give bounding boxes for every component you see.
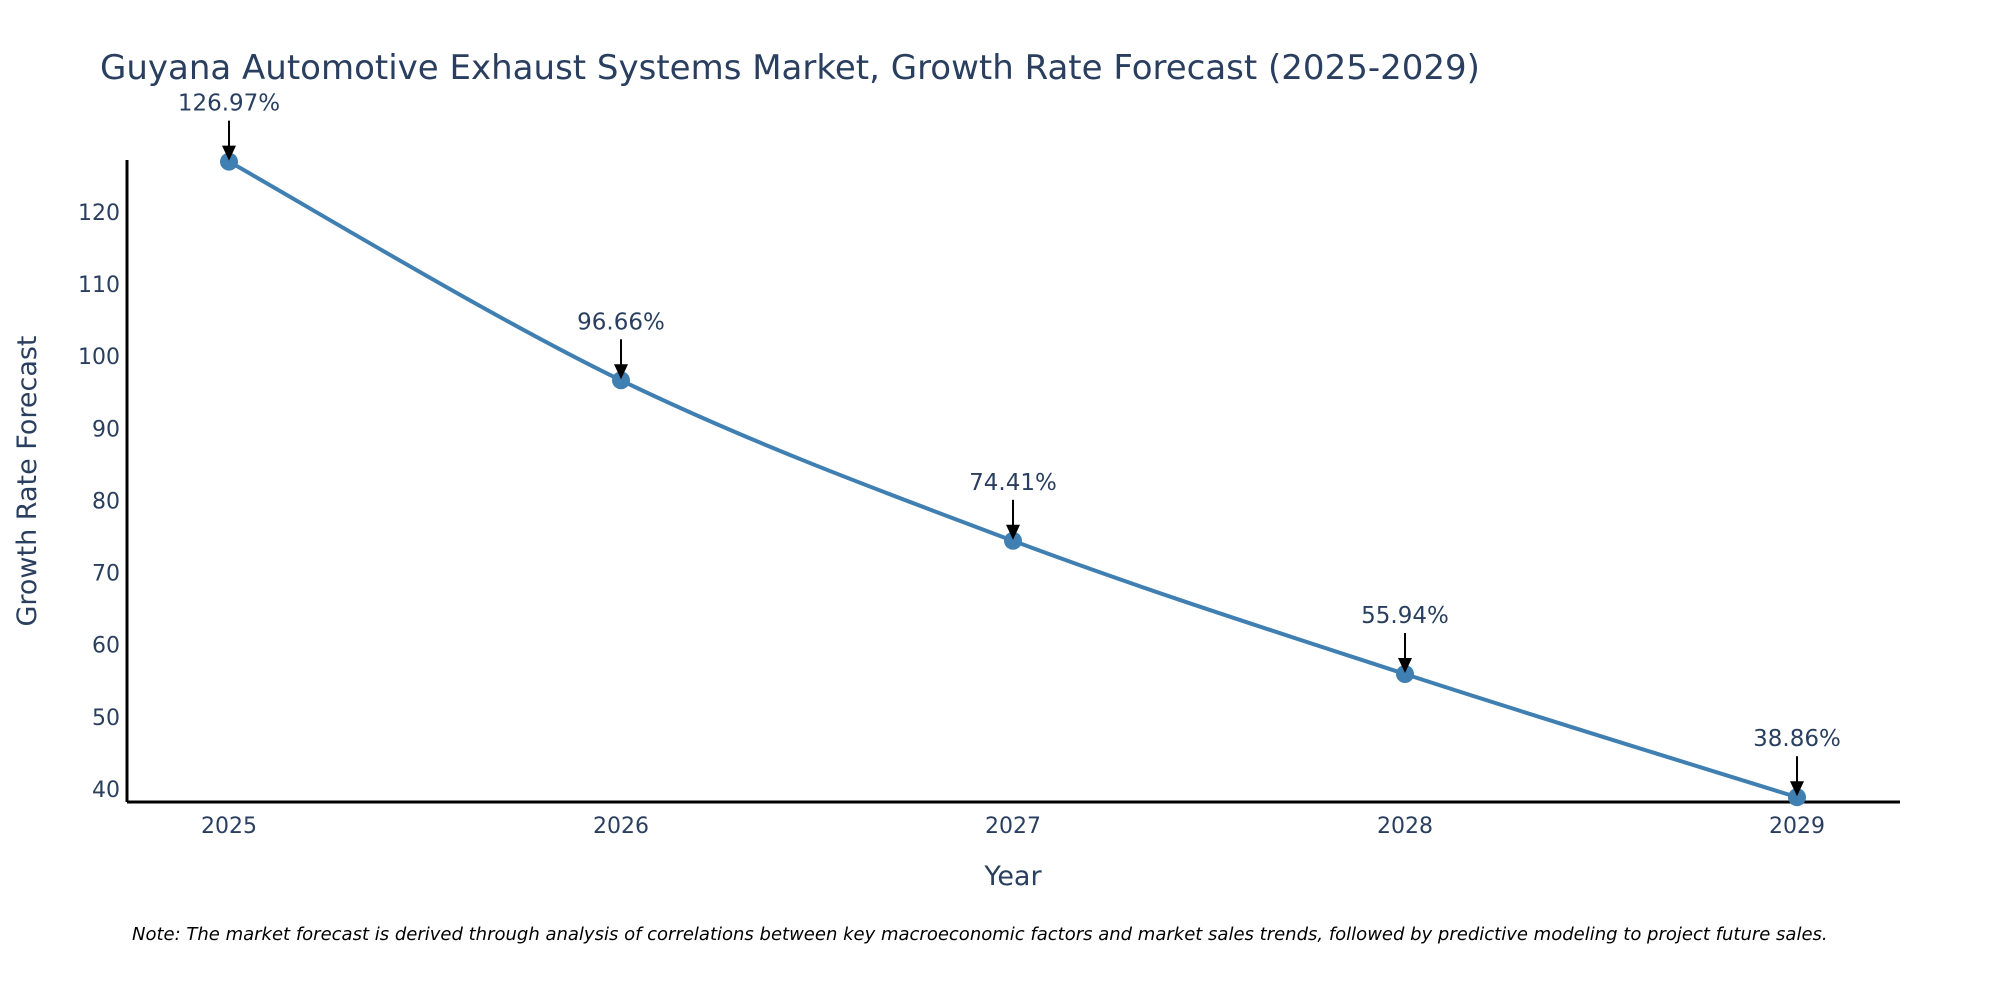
y-tick-label: 50 (92, 706, 120, 731)
y-tick-label: 90 (92, 417, 120, 442)
data-label: 55.94% (1361, 603, 1449, 629)
x-tick-label: 2027 (985, 814, 1041, 839)
x-tick-label: 2029 (1769, 814, 1825, 839)
data-point-marker (1396, 665, 1414, 684)
data-point-marker (220, 152, 238, 171)
y-tick-label: 60 (92, 634, 120, 659)
y-axis-ticks: 40 50 60 70 80 90 100 110 120 (78, 201, 120, 803)
annotation-arrow-head (1006, 524, 1020, 540)
x-tick-label: 2025 (201, 814, 257, 839)
annotation-arrow-head (614, 364, 628, 380)
x-tick-label: 2026 (593, 814, 649, 839)
y-tick-label: 110 (78, 273, 120, 298)
annotation-arrow-head (1398, 658, 1412, 674)
y-tick-label: 80 (92, 489, 120, 514)
data-point-marker (1788, 788, 1806, 807)
y-tick-label: 70 (92, 562, 120, 587)
chart-title: Guyana Automotive Exhaust Systems Market… (100, 48, 1480, 88)
y-axis-title: Growth Rate Forecast (12, 335, 43, 626)
data-label: 96.66% (577, 309, 665, 335)
data-label: 74.41% (969, 470, 1057, 496)
y-tick-label: 100 (78, 345, 120, 370)
x-axis-ticks: 2025 2026 2027 2028 2029 (201, 814, 1825, 839)
y-tick-label: 40 (92, 778, 120, 803)
data-point-marker (1004, 531, 1022, 550)
data-label: 126.97% (178, 91, 280, 117)
annotation-arrow-head (222, 145, 236, 161)
data-markers (220, 152, 1806, 807)
y-tick-label: 120 (78, 201, 120, 226)
x-axis-title: Year (983, 861, 1042, 892)
chart-note: Note: The market forecast is derived thr… (132, 924, 1828, 945)
data-annotations: 126.97% 96.66% 74.41% 55.94% 38.86% (178, 91, 1841, 797)
data-label: 38.86% (1753, 726, 1841, 752)
data-point-marker (612, 371, 630, 390)
annotation-arrow-head (1790, 781, 1804, 797)
x-tick-label: 2028 (1377, 814, 1433, 839)
